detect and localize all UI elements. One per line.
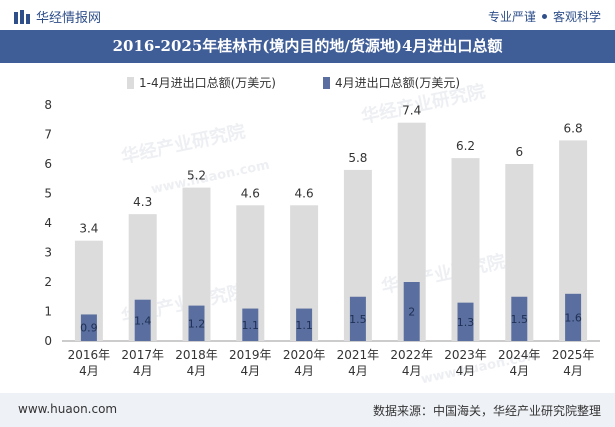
y-tick-label-6: 6 (44, 157, 52, 171)
y-tick-label-0: 0 (44, 334, 52, 348)
bar-chart: 1-4月进出口总额(万美元) 4月进出口总额(万美元) 0 1 2 3 4 5 6 7 8 3.4 0.… (44, 76, 600, 378)
y-tick-label-4: 4 (44, 216, 52, 230)
x-tick-label-year-3: 2019年 (229, 348, 272, 362)
bar-april-0 (80, 314, 97, 341)
data-label-total-7: 6.2 (456, 139, 475, 153)
data-label-total-3: 4.6 (241, 186, 260, 200)
tagline-left: 专业严谨 (487, 10, 536, 24)
x-tick-label-month-7: 4月 (456, 364, 476, 378)
data-label-april-9: 1.6 (564, 311, 582, 324)
tagline-right: 客观科学 (552, 10, 601, 24)
data-label-april-7: 1.3 (457, 316, 475, 329)
bar-april-7 (457, 302, 474, 341)
brand: 华经情报网 (14, 7, 101, 26)
bar-april-6 (403, 282, 420, 341)
x-tick-label-month-4: 4月 (294, 364, 314, 378)
bar-april-5 (349, 296, 366, 341)
y-tick-label-2: 2 (44, 275, 52, 289)
y-tick-label-7: 7 (44, 128, 52, 142)
x-tick-label-year-4: 2020年 (283, 348, 326, 362)
x-tick-label-month-9: 4月 (563, 364, 583, 378)
legend-swatch-1 (323, 77, 330, 89)
y-tick-label-3: 3 (44, 246, 52, 260)
legend-label-0: 1-4月进出口总额(万美元) (139, 76, 276, 90)
tagline: 专业严谨 客观科学 (488, 8, 601, 25)
separator-dot-icon (541, 14, 547, 19)
data-label-total-2: 5.2 (187, 169, 206, 183)
bar-april-1 (134, 299, 151, 341)
x-tick-label-month-1: 4月 (133, 364, 153, 378)
x-tick-label-month-5: 4月 (348, 364, 368, 378)
data-label-total-5: 5.8 (348, 151, 367, 165)
x-tick-label-year-6: 2022年 (390, 348, 433, 362)
data-label-april-2: 1.2 (188, 317, 206, 330)
y-tick-label-8: 8 (44, 98, 52, 112)
x-tick-label-year-7: 2023年 (444, 348, 487, 362)
data-label-total-6: 7.4 (402, 104, 421, 118)
title-bar: 2016-2025年桂林市(境内目的地/货源地)4月进出口总额 (0, 30, 615, 63)
data-label-april-0: 0.9 (80, 322, 98, 335)
y-tick-label-5: 5 (44, 187, 52, 201)
brand-name: 华经情报网 (36, 11, 102, 26)
bar-april-4 (296, 308, 313, 341)
data-label-april-4: 1.1 (295, 319, 313, 332)
data-label-april-3: 1.1 (242, 319, 260, 332)
x-tick-label-year-8: 2024年 (498, 348, 541, 362)
bar-april-2 (188, 305, 205, 341)
bar-april-3 (242, 308, 259, 341)
data-label-april-6: 2 (408, 306, 415, 319)
footer-url[interactable]: www.huaon.com (18, 402, 118, 416)
x-tick-label-year-2: 2018年 (175, 348, 218, 362)
data-label-total-1: 4.3 (133, 195, 152, 209)
legend-label-1: 4月进出口总额(万美元) (335, 76, 460, 90)
x-tick-label-month-8: 4月 (509, 364, 529, 378)
data-label-total-4: 4.6 (295, 186, 314, 200)
data-label-april-8: 1.5 (511, 313, 529, 326)
x-tick-label-month-0: 4月 (79, 364, 99, 378)
footer: www.huaon.com 数据来源：中国海关，华经产业研究院整理 (0, 393, 615, 427)
bar-april-8 (511, 296, 528, 341)
logo-icon (14, 9, 30, 24)
data-label-april-5: 1.5 (349, 313, 367, 326)
x-tick-label-year-0: 2016年 (68, 348, 111, 362)
x-tick-label-year-1: 2017年 (121, 348, 164, 362)
x-tick-label-year-9: 2025年 (552, 348, 595, 362)
bar-april-9 (565, 293, 582, 341)
x-tick-label-year-5: 2021年 (337, 348, 380, 362)
chart-title: 2016-2025年桂林市(境内目的地/货源地)4月进出口总额 (112, 37, 503, 55)
footer-source: 数据来源：中国海关，华经产业研究院整理 (372, 404, 601, 418)
data-label-total-9: 6.8 (564, 121, 583, 135)
legend-swatch-0 (127, 77, 134, 89)
y-tick-label-1: 1 (44, 305, 52, 319)
x-tick-label-month-2: 4月 (187, 364, 207, 378)
data-label-total-0: 3.4 (79, 222, 98, 236)
data-label-april-1: 1.4 (134, 314, 152, 327)
x-tick-label-month-6: 4月 (402, 364, 422, 378)
top-bar: 华经情报网 专业严谨 客观科学 (0, 0, 615, 30)
x-tick-label-month-3: 4月 (240, 364, 260, 378)
data-label-total-8: 6 (515, 145, 523, 159)
